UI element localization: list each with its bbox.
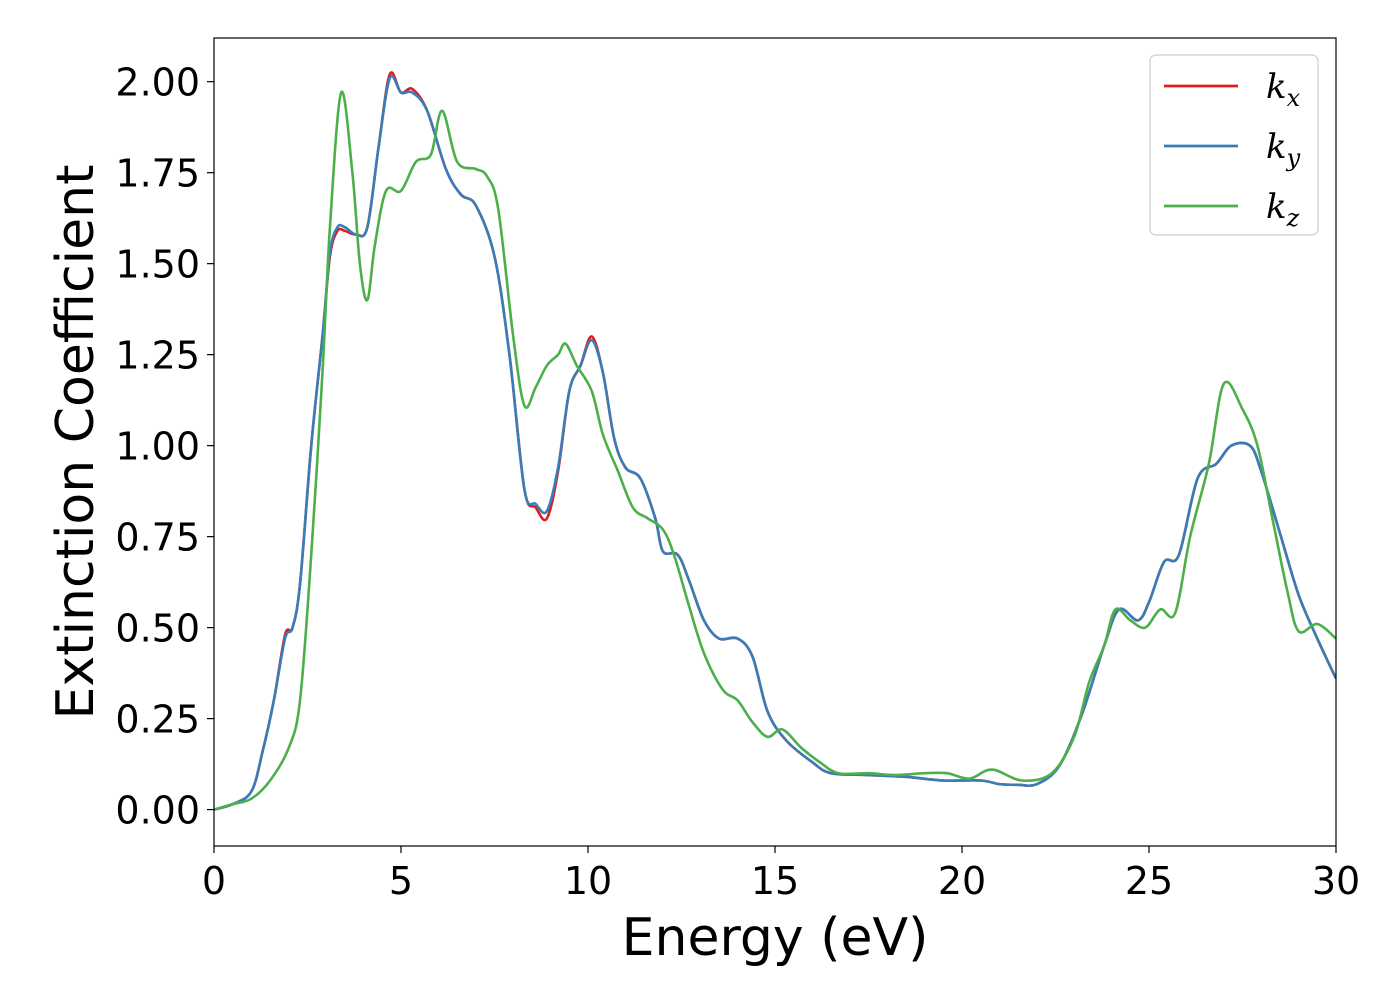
legend-label-k-x: kx bbox=[1266, 67, 1301, 112]
legend-label-k-y: ky bbox=[1266, 127, 1301, 172]
x-tick-label: 10 bbox=[564, 859, 612, 903]
legend-label-k-z: kz bbox=[1266, 187, 1300, 232]
y-tick-label: 1.25 bbox=[115, 334, 200, 378]
y-tick-label: 0.00 bbox=[115, 789, 200, 833]
y-axis-label: Extinction Coefficient bbox=[46, 165, 106, 720]
x-tick-label: 25 bbox=[1125, 859, 1173, 903]
x-tick-label: 30 bbox=[1312, 859, 1360, 903]
y-tick-label: 0.75 bbox=[115, 516, 200, 560]
series-layer bbox=[214, 71, 1336, 811]
series-line-k-y bbox=[214, 74, 1336, 811]
y-tick-label: 0.50 bbox=[115, 607, 200, 651]
series-line-k-z bbox=[214, 90, 1336, 811]
y-tick-label: 1.00 bbox=[115, 425, 200, 469]
y-tick-label: 1.50 bbox=[115, 243, 200, 287]
y-tick-label: 2.00 bbox=[115, 61, 200, 105]
y-tick-label: 0.25 bbox=[115, 698, 200, 742]
y-axis-ticks: 0.00 0.25 0.50 0.75 1.00 1.25 1.50 1.75 2.00 bbox=[115, 61, 214, 833]
x-tick-label: 0 bbox=[202, 859, 226, 903]
x-tick-label: 5 bbox=[389, 859, 413, 903]
legend: kx ky kz bbox=[1149, 54, 1319, 236]
x-axis-label: Energy (eV) bbox=[622, 908, 929, 968]
x-tick-label: 20 bbox=[938, 859, 986, 903]
y-tick-label: 1.75 bbox=[115, 152, 200, 196]
x-tick-label: 15 bbox=[751, 859, 799, 903]
x-axis-ticks: 0 5 10 15 20 25 30 bbox=[202, 846, 1360, 903]
